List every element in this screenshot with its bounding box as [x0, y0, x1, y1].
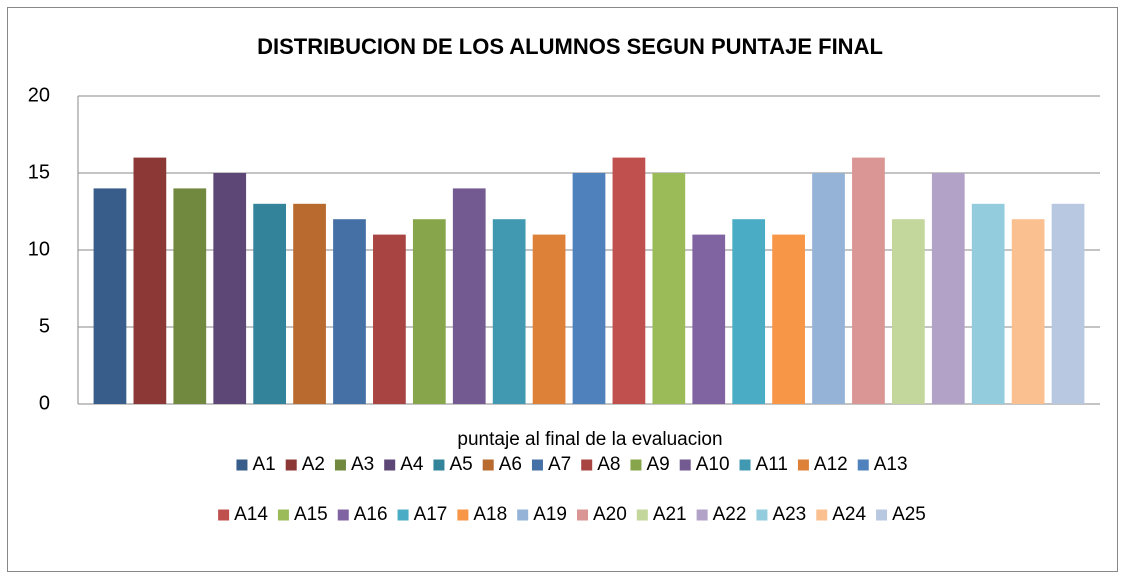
legend-marker — [218, 509, 230, 521]
bar — [253, 203, 287, 404]
bar — [293, 203, 326, 404]
legend-marker — [517, 509, 529, 521]
legend-marker — [277, 509, 289, 521]
x-axis-title: puntaje al final de la evaluacion — [457, 429, 722, 450]
legend-label: A10 — [696, 454, 730, 475]
legend-marker — [696, 509, 708, 521]
legend-marker — [857, 459, 869, 471]
legend-marker — [482, 459, 494, 471]
legend-marker — [756, 509, 768, 521]
legend-label: A13 — [874, 454, 908, 475]
bar — [173, 188, 207, 404]
legend-marker — [236, 459, 248, 471]
legend-marker — [384, 459, 396, 471]
legend-label: A19 — [533, 504, 567, 525]
legend-label: A16 — [354, 504, 388, 525]
legend-marker — [679, 459, 691, 471]
bar — [1051, 203, 1085, 404]
legend-label: A22 — [713, 504, 747, 525]
bar — [732, 219, 766, 404]
y-tick-label: 20 — [28, 84, 50, 106]
legend-marker — [433, 459, 445, 471]
bar — [891, 219, 925, 404]
bar — [213, 173, 247, 404]
legend-label: A7 — [548, 454, 571, 475]
bar — [93, 188, 127, 404]
legend-label: A14 — [234, 504, 268, 525]
bar — [1011, 219, 1045, 404]
legend-label: A17 — [414, 504, 448, 525]
bar — [971, 203, 1005, 404]
legend-marker — [457, 509, 469, 521]
legend-label: A25 — [892, 504, 926, 525]
legend-label: A2 — [302, 454, 325, 475]
legend-marker — [337, 509, 349, 521]
legend-label: A23 — [772, 504, 806, 525]
bar — [532, 234, 566, 404]
legend-marker — [630, 459, 642, 471]
legend-label: A21 — [653, 504, 687, 525]
bar — [333, 219, 366, 404]
legend-label: A6 — [499, 454, 522, 475]
legend-label: A24 — [832, 504, 866, 525]
legend-marker — [577, 509, 588, 521]
legend-label: A15 — [294, 504, 328, 525]
bar — [492, 219, 526, 404]
legend-marker — [636, 509, 648, 521]
bar — [452, 188, 486, 404]
legend-marker — [334, 459, 346, 471]
bar — [572, 173, 606, 404]
bar — [652, 173, 686, 404]
legend-label: A20 — [593, 504, 627, 525]
bar — [692, 234, 726, 404]
legend-label: A4 — [400, 454, 424, 475]
y-tick-label: 10 — [28, 238, 50, 260]
bar — [133, 157, 167, 404]
legend-label: A3 — [351, 454, 374, 475]
legend-marker — [285, 459, 297, 471]
legend-label: A12 — [814, 454, 848, 475]
y-tick-label: 0 — [39, 392, 50, 414]
legend-label: A1 — [252, 454, 275, 475]
legend-label: A8 — [597, 454, 620, 475]
legend-label: A9 — [646, 454, 669, 475]
bar — [852, 157, 885, 404]
legend-marker — [797, 459, 809, 471]
legend-marker — [397, 509, 409, 521]
y-tick-label: 5 — [39, 315, 50, 337]
legend-marker — [581, 459, 593, 471]
bar — [931, 173, 965, 404]
y-tick-label: 15 — [28, 161, 50, 183]
bar — [772, 234, 805, 404]
legend-marker — [739, 459, 751, 471]
chart-title: DISTRIBUCION DE LOS ALUMNOS SEGUN PUNTAJ… — [257, 34, 883, 59]
bar — [612, 157, 646, 404]
legend-marker — [816, 509, 828, 521]
bar — [812, 173, 845, 404]
legend-label: A11 — [756, 454, 788, 475]
bar — [373, 234, 406, 404]
legend-label: A18 — [473, 504, 507, 525]
legend-marker — [876, 509, 888, 521]
legend-label: A5 — [449, 454, 472, 475]
legend-marker — [531, 459, 543, 471]
bar — [412, 219, 446, 404]
